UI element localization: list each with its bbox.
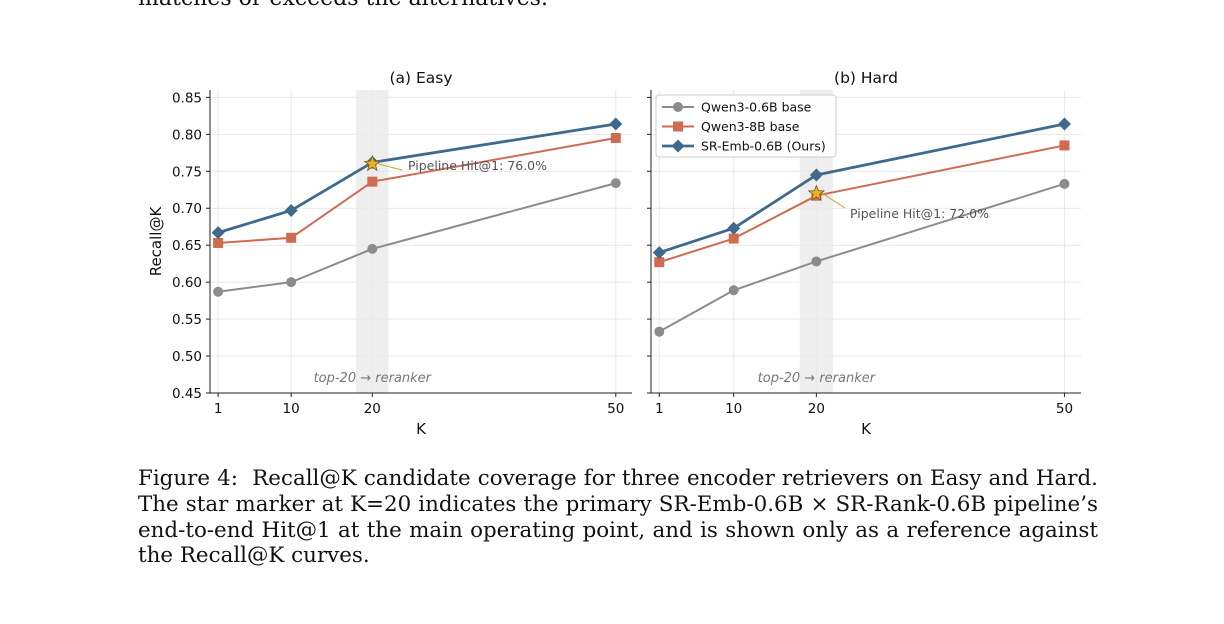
y-tick-label: 0.70	[172, 201, 202, 217]
data-point	[811, 256, 822, 267]
annotation-arrow	[822, 193, 846, 209]
series-line-qwen06	[217, 182, 617, 293]
data-point	[286, 232, 297, 243]
data-point	[367, 243, 378, 254]
x-tick-label: 1	[214, 401, 223, 417]
panel-title: (a) Easy	[389, 69, 452, 87]
data-point	[652, 246, 666, 260]
legend-label: Qwen3-8B base	[701, 119, 800, 134]
legend-marker	[671, 139, 685, 153]
caption-text: Recall@K candidate coverage for three en…	[138, 466, 1098, 569]
y-tick-label: 0.75	[172, 164, 202, 180]
y-tick-label: 0.65	[172, 238, 202, 254]
y-axis-label: Recall@K	[147, 206, 165, 277]
data-point	[286, 277, 297, 288]
series-line-sremb	[217, 122, 616, 234]
legend-marker	[673, 102, 683, 112]
data-point	[727, 221, 741, 235]
data-point	[654, 326, 665, 337]
data-point	[1059, 178, 1070, 189]
data-point	[1057, 117, 1071, 131]
series-line-qwen8	[218, 137, 616, 244]
data-point	[728, 233, 739, 244]
data-point	[728, 285, 739, 296]
easy-panel: top-20 → reranker 0.45 0.50 0.55 0.60 0.65 0.7…	[147, 69, 632, 438]
data-point	[610, 178, 621, 189]
legend-box	[655, 94, 837, 158]
x-tick-label: 50	[1056, 401, 1073, 417]
x-tick-label: 10	[283, 401, 300, 417]
data-point	[213, 286, 224, 297]
annotation-arrow	[378, 163, 403, 171]
data-point	[609, 117, 623, 131]
figure-caption: Figure 4: Recall@K candidate coverage fo…	[138, 466, 1098, 569]
data-point	[213, 237, 224, 248]
x-axis-label: K	[416, 420, 427, 438]
x-tick-label: 10	[725, 401, 742, 417]
band-label: top-20 → reranker	[314, 371, 433, 386]
x-tick-label: 20	[364, 401, 381, 417]
y-tick-label: 0.60	[172, 275, 202, 291]
x-tick-label: 20	[808, 401, 825, 417]
y-tick-label: 0.45	[172, 386, 202, 402]
preceding-text-fragment: matches or exceeds the alternatives.	[138, 0, 1098, 11]
x-tick-label: 50	[607, 401, 624, 417]
pipeline-hit-star-icon	[807, 184, 826, 201]
data-point	[654, 257, 665, 268]
x-tick-label: 1	[655, 401, 664, 417]
series-line-qwen8	[658, 144, 1065, 264]
legend-marker	[673, 121, 683, 132]
data-point	[367, 176, 378, 187]
recall-at-k-figure: top-20 → reranker 0.45 0.50 0.55 0.60 0.65 0.7…	[147, 69, 1081, 438]
panel-title: (b) Hard	[834, 69, 898, 87]
y-tick-label: 0.55	[172, 312, 202, 328]
caption-label: Figure 4:	[138, 466, 238, 491]
y-tick-label: 0.85	[172, 90, 202, 106]
legend-label: Qwen3-0.6B base	[701, 100, 812, 115]
y-tick-label: 0.50	[172, 349, 202, 365]
data-point	[610, 133, 621, 144]
data-point	[1059, 140, 1070, 151]
y-tick-label: 0.80	[172, 127, 202, 143]
data-point	[284, 203, 298, 217]
data-point	[809, 168, 823, 182]
band-label: top-20 → reranker	[758, 371, 877, 386]
x-axis-label: K	[861, 420, 872, 438]
data-point	[211, 226, 225, 240]
hard-panel: top-20 → reranker 1 10 20 50 (b) Hard K Pipelin…	[647, 69, 1081, 438]
legend-label: SR-Emb-0.6B (Ours)	[701, 139, 826, 154]
star-annotation: Pipeline Hit@1: 76.0%	[408, 158, 547, 173]
pipeline-hit-star-icon	[363, 154, 381, 172]
star-annotation: Pipeline Hit@1: 72.0%	[850, 206, 989, 221]
series-line-qwen06	[658, 182, 1065, 333]
series-line-sremb	[658, 122, 1065, 254]
